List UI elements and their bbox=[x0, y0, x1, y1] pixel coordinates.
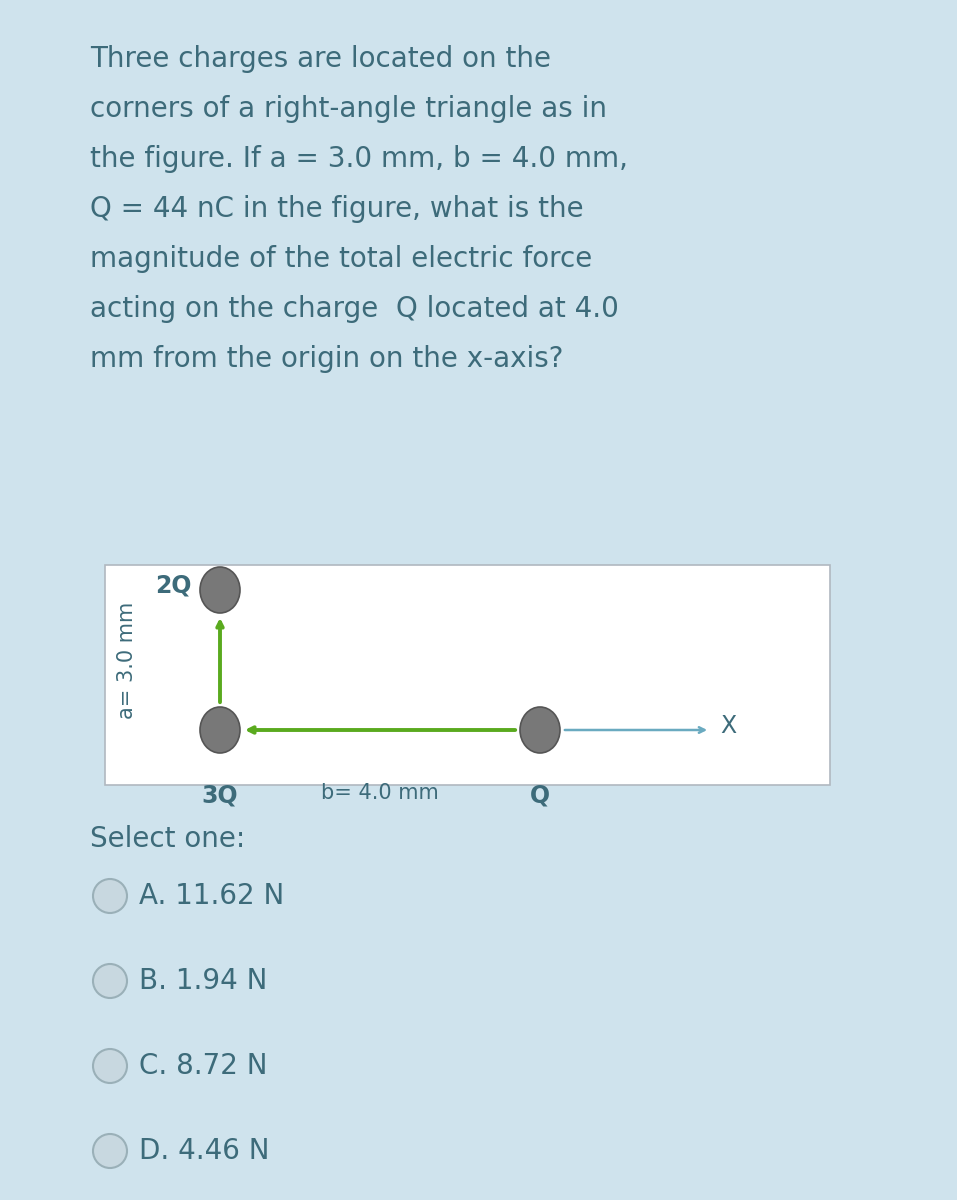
Text: b= 4.0 mm: b= 4.0 mm bbox=[322, 782, 439, 803]
Ellipse shape bbox=[520, 707, 560, 754]
Circle shape bbox=[93, 1049, 127, 1082]
Text: C. 8.72 N: C. 8.72 N bbox=[139, 1052, 268, 1080]
FancyBboxPatch shape bbox=[105, 565, 830, 785]
Text: magnitude of the total electric force: magnitude of the total electric force bbox=[90, 245, 592, 272]
Text: a= 3.0 mm: a= 3.0 mm bbox=[117, 601, 137, 719]
Text: D. 4.46 N: D. 4.46 N bbox=[139, 1138, 270, 1165]
Text: A. 11.62 N: A. 11.62 N bbox=[139, 882, 284, 910]
Text: corners of a right-angle triangle as in: corners of a right-angle triangle as in bbox=[90, 95, 607, 122]
Text: 2Q: 2Q bbox=[155, 574, 192, 598]
Text: Q: Q bbox=[530, 782, 550, 806]
Circle shape bbox=[93, 878, 127, 913]
Text: X: X bbox=[720, 714, 736, 738]
Circle shape bbox=[93, 1134, 127, 1168]
Text: Three charges are located on the: Three charges are located on the bbox=[90, 44, 551, 73]
Text: mm from the origin on the x-axis?: mm from the origin on the x-axis? bbox=[90, 346, 564, 373]
Text: Q = 44 nC in the figure, what is the: Q = 44 nC in the figure, what is the bbox=[90, 194, 584, 223]
Text: B. 1.94 N: B. 1.94 N bbox=[139, 967, 267, 995]
Text: 3Q: 3Q bbox=[202, 782, 238, 806]
Ellipse shape bbox=[200, 566, 240, 613]
Text: the figure. If a = 3.0 mm, b = 4.0 mm,: the figure. If a = 3.0 mm, b = 4.0 mm, bbox=[90, 145, 628, 173]
Text: Select one:: Select one: bbox=[90, 826, 245, 853]
Circle shape bbox=[93, 964, 127, 998]
Ellipse shape bbox=[200, 707, 240, 754]
Text: acting on the charge  Q located at 4.0: acting on the charge Q located at 4.0 bbox=[90, 295, 619, 323]
